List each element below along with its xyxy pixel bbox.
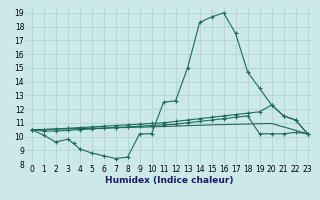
X-axis label: Humidex (Indice chaleur): Humidex (Indice chaleur) <box>105 176 234 185</box>
